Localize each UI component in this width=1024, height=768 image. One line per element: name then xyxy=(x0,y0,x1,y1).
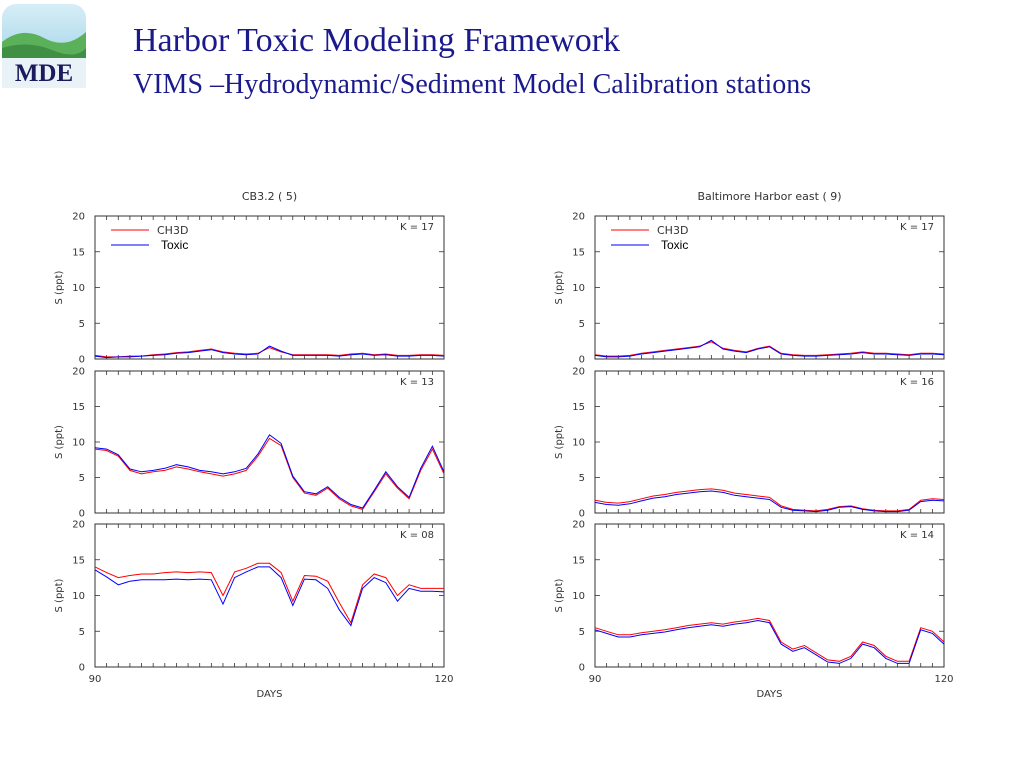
x-tick-label: 90 xyxy=(589,674,602,685)
x-tick-label: 120 xyxy=(434,674,453,685)
slide-subtitle: VIMS –Hydrodynamic/Sediment Model Calibr… xyxy=(133,69,812,100)
panel-3: 0 5 10 15 20 S (ppt) K = 08 90 120 DAYS xyxy=(54,520,454,701)
legend-label: Toxic xyxy=(661,238,688,252)
panel-3: 0 5 10 15 20 S (ppt) K = 14 90 120 DAYS xyxy=(554,520,954,701)
chart-title: CB3.2 ( 5) xyxy=(242,190,297,203)
y-axis-label: S (ppt) xyxy=(54,425,65,459)
y-tick-label: 10 xyxy=(72,591,85,602)
y-tick-label: 0 xyxy=(79,663,85,674)
y-axis-label: S (ppt) xyxy=(554,425,565,459)
slide-title: Harbor Toxic Modeling Framework xyxy=(133,22,621,59)
y-axis-label: S (ppt) xyxy=(54,578,65,612)
y-tick-label: 20 xyxy=(572,520,585,531)
panel-frame xyxy=(94,370,445,514)
y-tick-label: 5 xyxy=(79,319,85,330)
series-line-toxic xyxy=(594,490,945,513)
layer-label: K = 08 xyxy=(400,530,434,541)
y-tick-label: 20 xyxy=(72,520,85,531)
x-axis-label: DAYS xyxy=(256,689,282,700)
y-tick-label: 15 xyxy=(72,555,85,566)
y-tick-label: 5 xyxy=(579,319,585,330)
legend-label: Toxic xyxy=(161,238,188,252)
series-line-toxic xyxy=(94,566,445,627)
layer-label: K = 17 xyxy=(900,222,934,233)
series-line-toxic xyxy=(594,619,945,664)
y-axis-label: S (ppt) xyxy=(54,270,65,304)
x-tick-label: 90 xyxy=(89,674,102,685)
y-tick-label: 0 xyxy=(579,663,585,674)
logo-text: MDE xyxy=(15,60,73,87)
panel-frame xyxy=(594,215,945,360)
layer-label: K = 16 xyxy=(900,377,934,388)
y-tick-label: 0 xyxy=(579,355,585,366)
mde-logo: MDE xyxy=(2,4,86,88)
y-tick-label: 5 xyxy=(579,627,585,638)
y-tick-label: 15 xyxy=(572,247,585,258)
y-tick-label: 5 xyxy=(579,473,585,484)
layer-label: K = 14 xyxy=(900,530,934,541)
logo-band xyxy=(2,58,86,88)
chart-2: Baltimore Harbor east ( 9) 0 5 10 15 20 S (ppt… xyxy=(554,190,954,700)
panel-2: 0 5 10 15 20 S (ppt) K = 13 xyxy=(54,367,445,520)
x-axis-label: DAYS xyxy=(756,689,782,700)
y-tick-label: 10 xyxy=(72,438,85,449)
series-line-toxic xyxy=(94,434,445,509)
y-tick-label: 5 xyxy=(79,473,85,484)
y-tick-label: 15 xyxy=(72,247,85,258)
y-tick-label: 5 xyxy=(79,627,85,638)
series-line-ch3d xyxy=(594,488,945,512)
y-tick-label: 10 xyxy=(72,283,85,294)
y-axis-label: S (ppt) xyxy=(554,578,565,612)
y-tick-label: 10 xyxy=(572,438,585,449)
logo-hills-front xyxy=(2,44,86,62)
y-tick-label: 20 xyxy=(72,367,85,378)
series-line-ch3d xyxy=(94,347,445,358)
y-tick-label: 20 xyxy=(572,367,585,378)
legend-label: CH3D xyxy=(657,224,688,237)
y-tick-label: 20 xyxy=(572,212,585,223)
panel-frame xyxy=(594,370,945,514)
y-tick-label: 0 xyxy=(79,509,85,520)
series-line-ch3d xyxy=(94,437,445,510)
y-tick-label: 15 xyxy=(572,555,585,566)
panel-frame xyxy=(94,523,445,668)
panel-frame xyxy=(594,523,945,668)
y-tick-label: 15 xyxy=(572,402,585,413)
series-line-toxic xyxy=(94,345,445,359)
layer-label: K = 17 xyxy=(400,222,434,233)
y-tick-label: 15 xyxy=(72,402,85,413)
y-tick-label: 20 xyxy=(72,212,85,223)
y-axis-label: S (ppt) xyxy=(554,270,565,304)
series-line-toxic xyxy=(594,339,945,358)
legend-label: CH3D xyxy=(157,224,188,237)
y-tick-label: 10 xyxy=(572,283,585,294)
series-line-ch3d xyxy=(594,617,945,662)
chart-title: Baltimore Harbor east ( 9) xyxy=(697,190,841,203)
chart-1: CB3.2 ( 5) 0 5 10 15 20 S (ppt) K = 17 CH3DToxic… xyxy=(54,190,454,700)
series-line-ch3d xyxy=(94,562,444,624)
y-tick-label: 10 xyxy=(572,591,585,602)
y-tick-label: 0 xyxy=(579,509,585,520)
panel-2: 0 5 10 15 20 S (ppt) K = 16 xyxy=(554,367,945,520)
y-tick-label: 0 xyxy=(79,355,85,366)
panel-frame xyxy=(94,215,445,360)
series-line-ch3d xyxy=(594,341,945,357)
x-tick-label: 120 xyxy=(934,674,953,685)
layer-label: K = 13 xyxy=(400,377,434,388)
